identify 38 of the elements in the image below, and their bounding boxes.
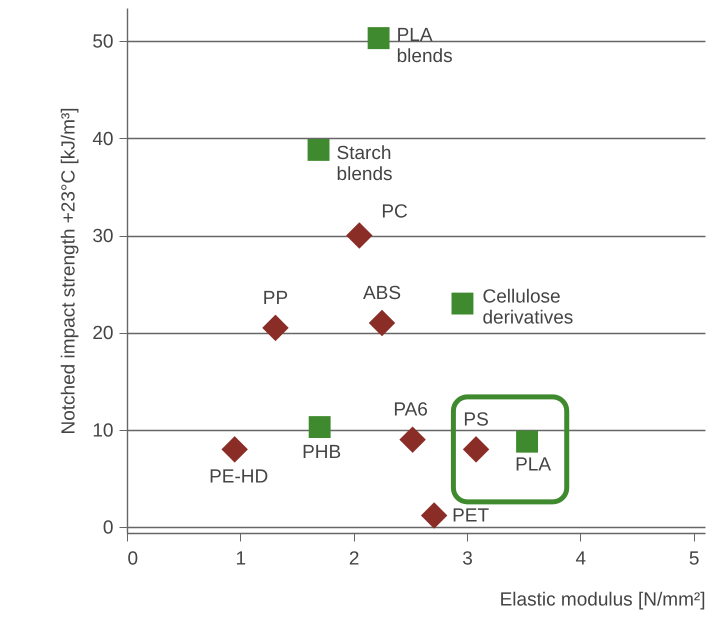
point xyxy=(452,292,474,315)
annotation: PC xyxy=(381,202,408,222)
annotation: ABS xyxy=(362,283,402,304)
annotation: PP xyxy=(262,288,288,309)
annotation: PET xyxy=(452,506,490,526)
annotation: PLA xyxy=(515,454,552,476)
point xyxy=(221,436,248,463)
x-tick-label: 5 xyxy=(688,548,700,570)
point xyxy=(346,222,373,249)
annotation: PHB xyxy=(302,442,342,464)
point xyxy=(462,436,490,463)
point xyxy=(262,314,289,342)
point xyxy=(420,502,448,529)
annotation: Cellulose derivatives xyxy=(482,286,574,329)
x-tick-label: 2 xyxy=(348,548,360,570)
annotation: PS xyxy=(463,409,489,430)
annotation: PE-HD xyxy=(209,466,268,488)
y-tick-label: 40 xyxy=(92,128,114,150)
y-tick-label: 10 xyxy=(92,420,114,442)
point xyxy=(308,416,331,438)
annotation: Starch blends xyxy=(336,142,393,185)
x-tick-label: 3 xyxy=(462,548,473,570)
y-tick-label: 20 xyxy=(92,323,114,344)
y-tick-label: 30 xyxy=(92,226,114,247)
x-tick-label: 0 xyxy=(128,548,138,570)
point xyxy=(368,310,396,336)
point xyxy=(368,27,390,50)
x-axis-title: Elastic modulus [N/mm²] xyxy=(500,590,706,610)
point xyxy=(399,426,426,453)
annotation: PLA blends xyxy=(396,25,453,68)
x-tick-label: 1 xyxy=(236,548,246,570)
x-tick-label: 4 xyxy=(576,548,587,570)
y-tick-label: 50 xyxy=(92,32,114,53)
point xyxy=(516,430,538,453)
y-tick-label: 0 xyxy=(102,518,114,539)
annotation: PA6 xyxy=(393,400,428,421)
point xyxy=(308,138,330,161)
y-axis-title: Notched impact strength +23°C [kJ/m³] xyxy=(58,107,80,435)
